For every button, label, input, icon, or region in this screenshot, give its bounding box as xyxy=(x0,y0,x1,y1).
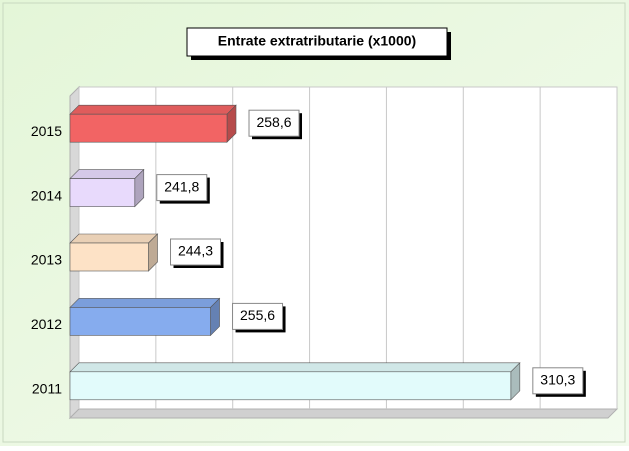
bar xyxy=(69,178,136,207)
title-frame xyxy=(186,27,448,57)
value-label: 310,3 xyxy=(540,372,575,388)
y-tick-label: 2012 xyxy=(31,316,62,332)
bar-top xyxy=(69,298,221,308)
value-label-box xyxy=(532,367,584,395)
bar xyxy=(69,307,211,336)
title-box: Entrate extratributarie (x1000) xyxy=(186,27,451,60)
y-tick-label: 2011 xyxy=(32,381,62,397)
bar-top xyxy=(69,104,237,115)
value-label-box xyxy=(156,174,208,202)
value-label: 244,3 xyxy=(178,243,213,259)
value-label: 258,6 xyxy=(256,114,291,130)
bar-top xyxy=(69,169,145,179)
value-label-box xyxy=(232,302,284,330)
bar xyxy=(69,113,228,143)
chart-title: Entrate extratributarie (x1000) xyxy=(218,33,416,49)
bar-top xyxy=(69,233,159,244)
y-tick-label: 2014 xyxy=(31,187,62,203)
value-label: 255,6 xyxy=(240,307,275,323)
bar xyxy=(69,242,149,272)
value-label: 241,8 xyxy=(164,178,199,194)
value-label-box xyxy=(248,109,300,137)
y-tick-label: 2015 xyxy=(31,123,62,139)
value-label-box xyxy=(170,238,222,266)
bar xyxy=(69,371,512,401)
y-tick-label: 2013 xyxy=(31,252,62,268)
floor xyxy=(68,408,619,419)
bar-top xyxy=(69,362,521,373)
frame xyxy=(2,2,626,443)
